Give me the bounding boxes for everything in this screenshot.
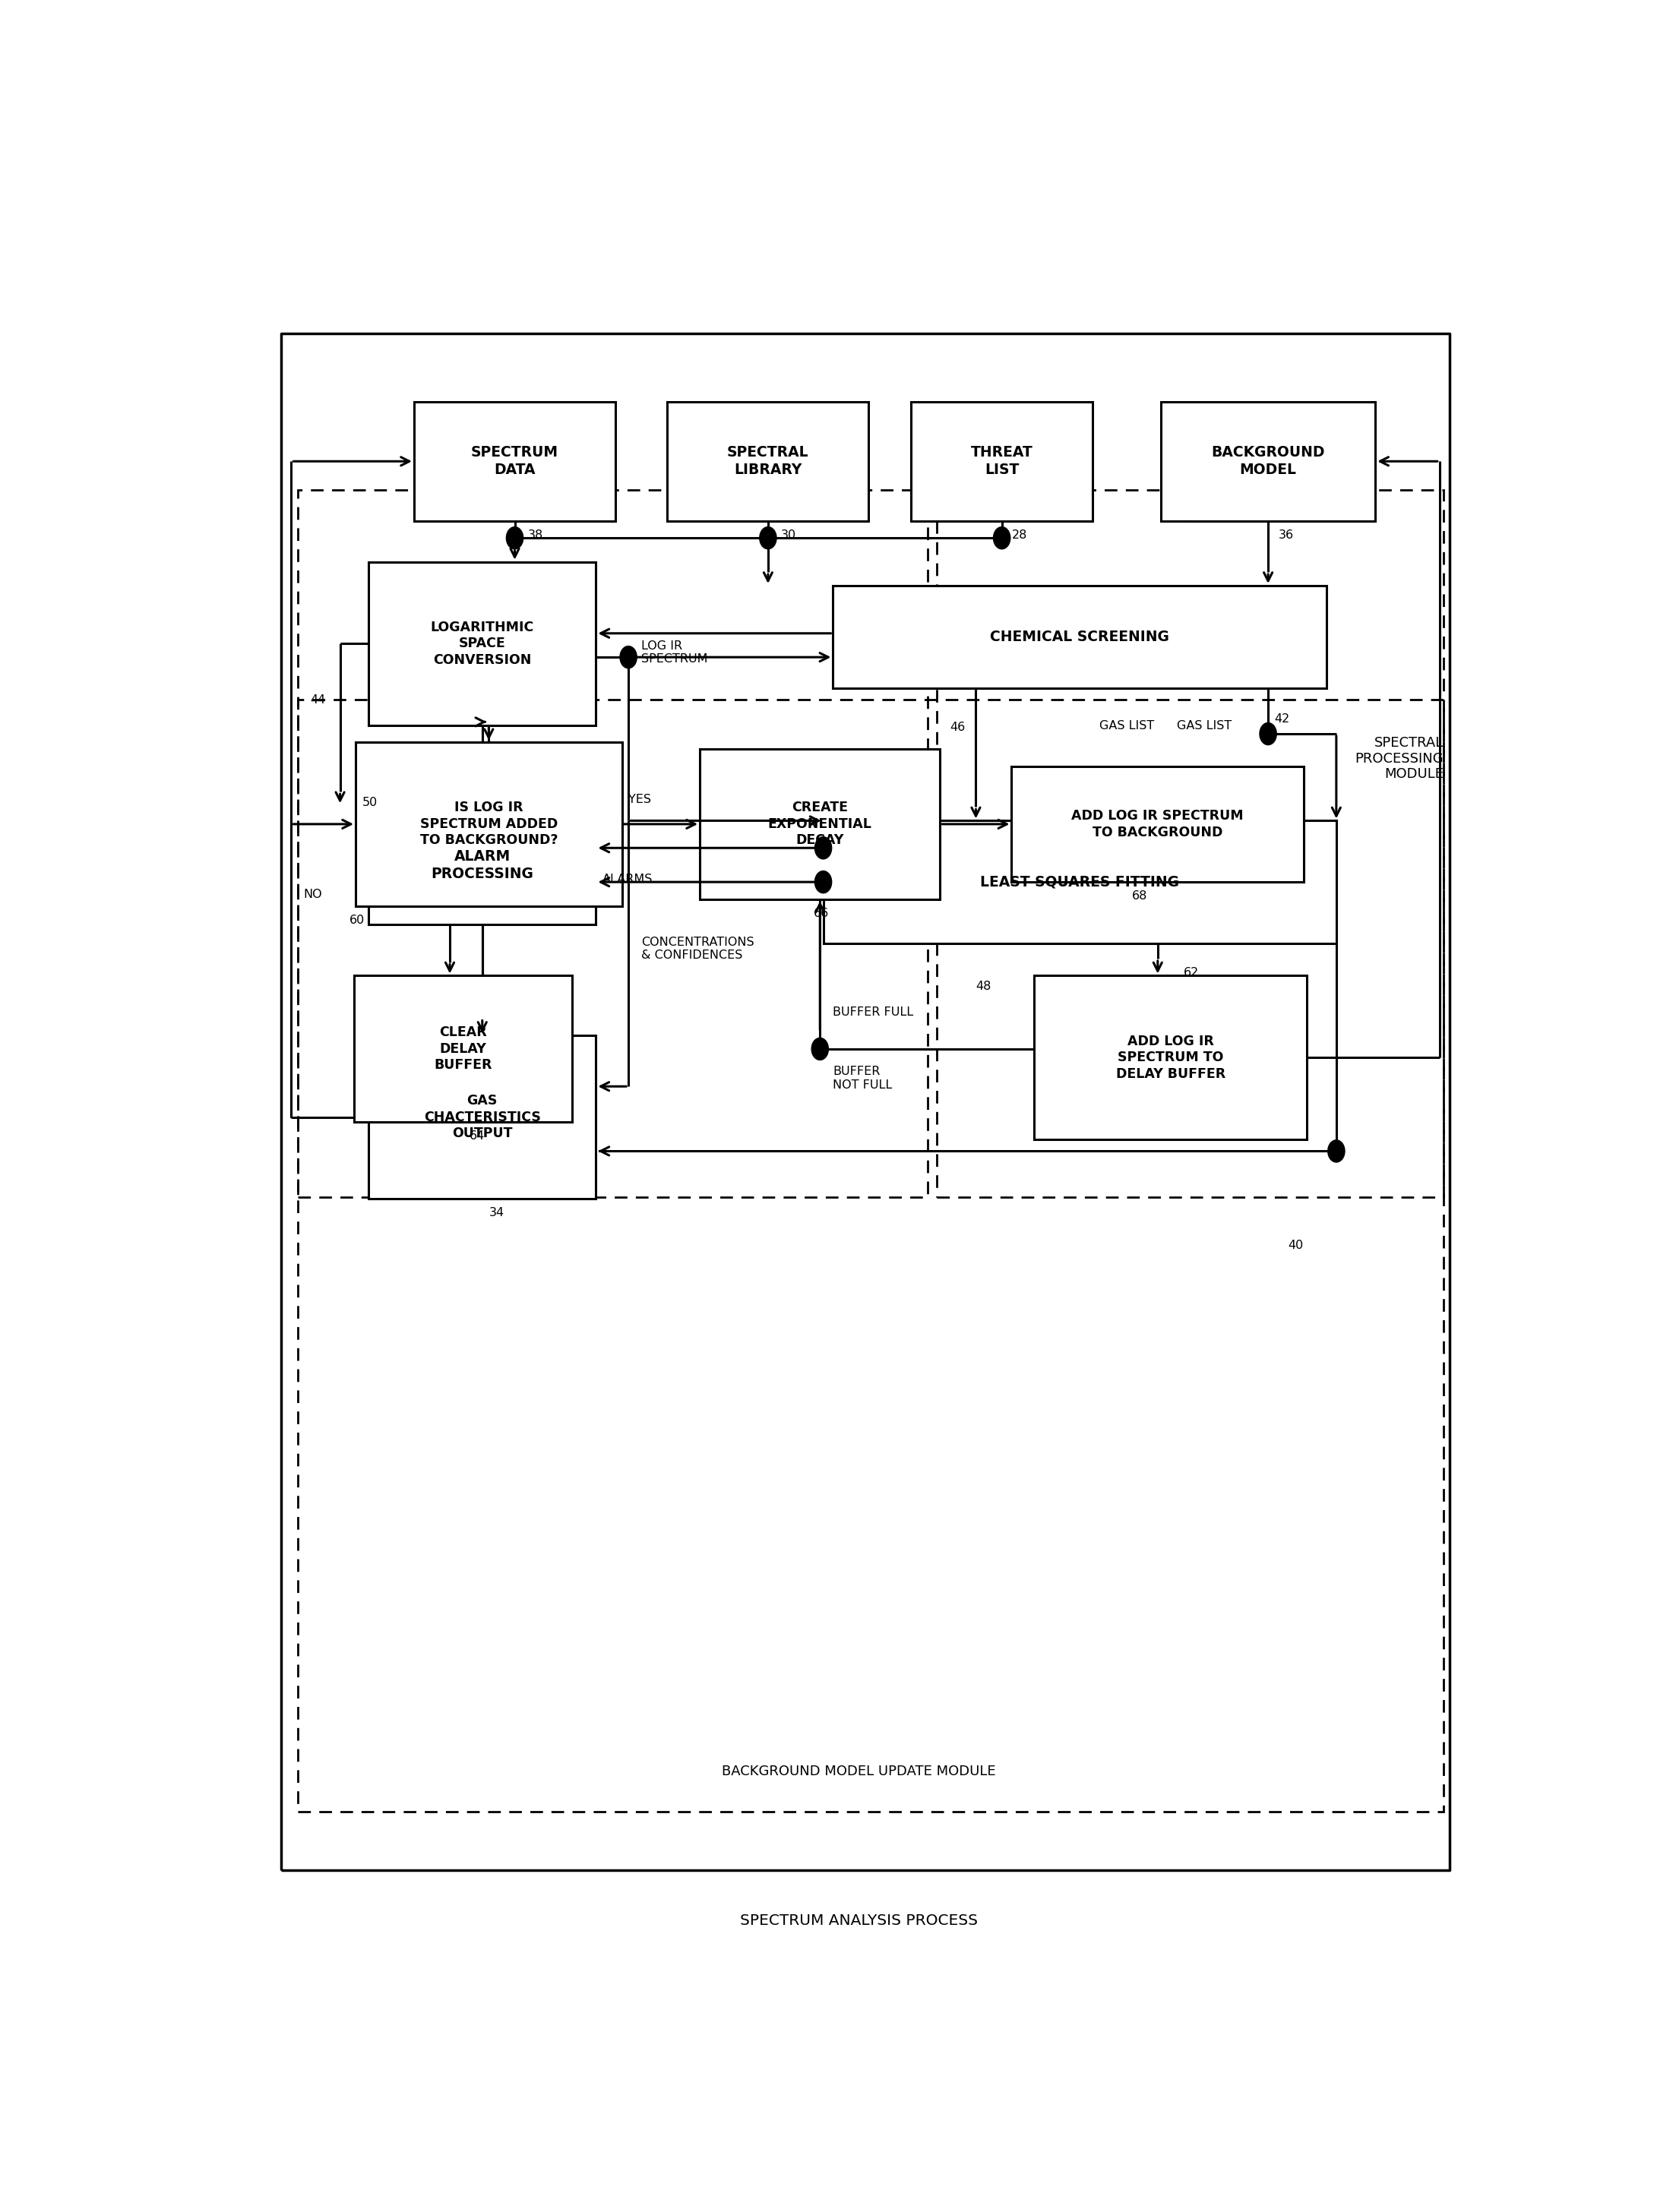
Text: CREATE
EXPONENTIAL
DECAY: CREATE EXPONENTIAL DECAY [768, 801, 872, 847]
Text: 44: 44 [310, 695, 325, 706]
FancyBboxPatch shape [1161, 403, 1376, 522]
Text: CLEAR
DELAY
BUFFER: CLEAR DELAY BUFFER [434, 1026, 491, 1073]
Text: CONCENTRATIONS
& CONFIDENCES: CONCENTRATIONS & CONFIDENCES [642, 936, 754, 962]
Text: LOG IR
SPECTRUM: LOG IR SPECTRUM [642, 639, 707, 666]
Text: 48: 48 [975, 980, 991, 993]
FancyBboxPatch shape [912, 403, 1093, 522]
Text: SPECTRUM ANALYSIS PROCESS: SPECTRUM ANALYSIS PROCESS [741, 1913, 977, 1929]
Text: CHEMICAL SCREENING: CHEMICAL SCREENING [991, 630, 1170, 644]
Text: 42: 42 [1274, 714, 1291, 726]
Text: IS LOG IR
SPECTRUM ADDED
TO BACKGROUND?: IS LOG IR SPECTRUM ADDED TO BACKGROUND? [419, 801, 558, 847]
Text: BACKGROUND MODEL UPDATE MODULE: BACKGROUND MODEL UPDATE MODULE [722, 1765, 996, 1778]
Text: SPECTRAL
LIBRARY: SPECTRAL LIBRARY [727, 445, 810, 478]
Text: ADD LOG IR SPECTRUM
TO BACKGROUND: ADD LOG IR SPECTRUM TO BACKGROUND [1071, 810, 1244, 838]
FancyBboxPatch shape [369, 805, 597, 925]
Circle shape [1260, 723, 1277, 745]
Text: 38: 38 [528, 529, 543, 542]
Circle shape [1327, 1139, 1344, 1161]
Text: 64: 64 [469, 1130, 484, 1141]
FancyBboxPatch shape [701, 750, 940, 898]
Text: ALARMS: ALARMS [602, 874, 654, 885]
FancyBboxPatch shape [354, 975, 572, 1121]
Circle shape [994, 526, 1011, 549]
Text: YES: YES [628, 794, 652, 805]
Text: GAS LIST: GAS LIST [1099, 721, 1155, 732]
Text: NO: NO [303, 889, 322, 900]
FancyBboxPatch shape [667, 403, 868, 522]
Text: 66: 66 [813, 907, 830, 918]
Text: 60: 60 [349, 914, 364, 927]
Text: BUFFER FULL: BUFFER FULL [833, 1006, 913, 1018]
Circle shape [815, 872, 831, 894]
Text: 46: 46 [950, 721, 965, 734]
Text: 30: 30 [781, 529, 796, 542]
Text: SPECTRUM
DATA: SPECTRUM DATA [471, 445, 558, 478]
FancyBboxPatch shape [369, 562, 597, 726]
Circle shape [506, 526, 523, 549]
Text: GAS LIST: GAS LIST [1177, 721, 1232, 732]
Text: 62: 62 [1183, 967, 1198, 978]
Text: 68: 68 [1131, 891, 1146, 902]
Text: LEAST SQUARES FITTING: LEAST SQUARES FITTING [980, 874, 1180, 889]
Text: 34: 34 [489, 1208, 504, 1219]
Text: THREAT
LIST: THREAT LIST [970, 445, 1032, 478]
Text: BACKGROUND
MODEL: BACKGROUND MODEL [1212, 445, 1326, 478]
Circle shape [620, 646, 637, 668]
FancyBboxPatch shape [1034, 975, 1307, 1139]
FancyBboxPatch shape [369, 1035, 597, 1199]
Circle shape [759, 526, 776, 549]
FancyBboxPatch shape [833, 586, 1327, 688]
Text: 50: 50 [362, 796, 377, 807]
Circle shape [811, 1037, 828, 1060]
Text: 28: 28 [1012, 529, 1027, 542]
FancyBboxPatch shape [355, 743, 622, 907]
FancyBboxPatch shape [414, 403, 615, 522]
FancyBboxPatch shape [1012, 765, 1304, 883]
Text: BUFFER
NOT FULL: BUFFER NOT FULL [833, 1066, 892, 1091]
Text: GAS
CHACTERISTICS
OUTPUT: GAS CHACTERISTICS OUTPUT [424, 1095, 541, 1139]
Text: 40: 40 [1287, 1239, 1302, 1252]
FancyBboxPatch shape [823, 821, 1336, 942]
Text: ADD LOG IR
SPECTRUM TO
DELAY BUFFER: ADD LOG IR SPECTRUM TO DELAY BUFFER [1116, 1035, 1225, 1082]
Text: ALARM
PROCESSING: ALARM PROCESSING [431, 849, 533, 880]
Text: SPECTRAL
PROCESSING
MODULE: SPECTRAL PROCESSING MODULE [1354, 737, 1443, 781]
Circle shape [815, 836, 831, 858]
Text: 36: 36 [1279, 529, 1294, 542]
Text: LOGARITHMIC
SPACE
CONVERSION: LOGARITHMIC SPACE CONVERSION [431, 619, 535, 666]
